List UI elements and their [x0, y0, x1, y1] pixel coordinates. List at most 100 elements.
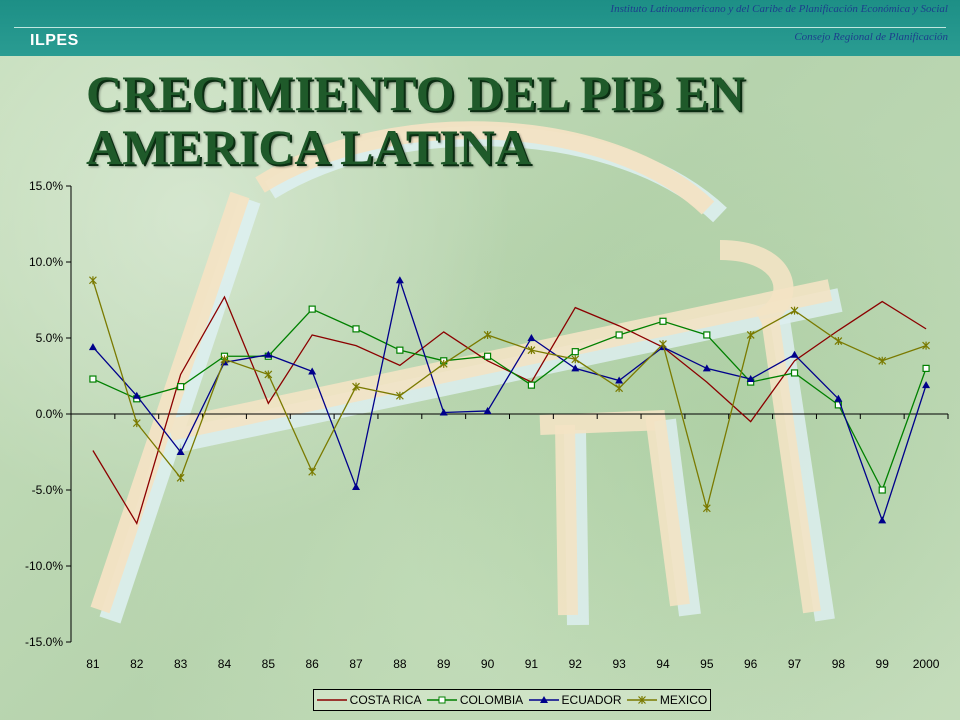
y-tick-label: 15.0%: [29, 179, 63, 193]
x-tick-label: 92: [569, 657, 583, 671]
colombia-point: [483, 352, 492, 360]
y-tick-label: -15.0%: [25, 635, 63, 649]
chart-legend: COSTA RICA COLOMBIA ECUADOR MEXICO: [313, 689, 711, 711]
mexico-point: [264, 370, 273, 379]
legend-item-ecuador: ECUADOR: [528, 693, 622, 707]
colombia-point: [659, 317, 667, 325]
legend-swatch-ecuador: [528, 696, 559, 703]
colombia-point: [790, 369, 799, 377]
x-tick-label: 88: [393, 657, 407, 671]
x-tick-label: 2000: [913, 657, 940, 671]
x-tick-label: 91: [525, 657, 539, 671]
colombia-point: [878, 486, 886, 494]
colombia-point: [834, 401, 842, 409]
colombia-point: [177, 383, 185, 391]
x-tick-label: 89: [437, 657, 451, 671]
mexico-point: [834, 337, 843, 346]
colombia-point: [396, 346, 404, 354]
mexico-point: [702, 504, 711, 513]
ecuador-point: [352, 482, 361, 490]
legend-swatch-costa-rica: [316, 699, 347, 701]
x-tick-label: 84: [218, 657, 232, 671]
legend-label-colombia: COLOMBIA: [459, 693, 524, 707]
ecuador-line: [92, 277, 927, 523]
x-tick-label: 83: [174, 657, 188, 671]
ilpes-logo: ILPES: [30, 32, 79, 49]
mexico-point: [132, 419, 141, 428]
ecuador-point: [439, 408, 448, 416]
colombia-point: [308, 305, 316, 313]
ecuador-point: [702, 364, 711, 372]
y-tick-label: -5.0%: [32, 483, 64, 497]
y-tick-label: 5.0%: [36, 331, 64, 345]
ecuador-point: [176, 448, 185, 455]
colombia-point: [703, 331, 711, 339]
x-tick-label: 81: [86, 657, 100, 671]
y-tick-label: -10.0%: [25, 559, 63, 573]
legend-item-mexico: MEXICO: [626, 693, 708, 707]
mexico-point: [746, 330, 755, 339]
mexico-line: [92, 280, 927, 511]
legend-swatch-colombia: [426, 696, 457, 704]
legend-label-ecuador: ECUADOR: [561, 693, 622, 707]
ecuador-point: [790, 350, 799, 358]
mexico-point: [308, 467, 317, 476]
colombia-line: [92, 308, 927, 492]
header-bar: Instituto Latinoamericano y del Caribe d…: [0, 0, 960, 56]
mexico-point: [352, 382, 360, 391]
ecuador-point: [395, 276, 404, 284]
mexico-point: [220, 355, 229, 364]
mexico-point: [659, 340, 667, 349]
ecuador-point: [615, 376, 624, 384]
legend-label-mexico: MEXICO: [659, 693, 708, 707]
ecuador-point: [483, 406, 492, 414]
ecuador-point: [527, 334, 536, 341]
ecuador-point: [746, 375, 755, 383]
colombia-point: [527, 381, 536, 389]
x-tick-label: 93: [612, 657, 626, 671]
x-tick-label: 97: [788, 657, 802, 671]
x-tick-label: 99: [876, 657, 890, 671]
mexico-point: [395, 391, 404, 400]
colombia-point: [89, 375, 97, 383]
page-title: CRECIMIENTO DEL PIB EN AMERICA LATINA: [86, 66, 886, 174]
mexico-point: [878, 356, 887, 365]
ecuador-point: [264, 350, 273, 358]
ecuador-point: [132, 391, 141, 399]
legend-item-colombia: COLOMBIA: [426, 693, 524, 707]
council-name: Consejo Regional de Planificación: [794, 31, 948, 43]
x-tick-label: 85: [262, 657, 276, 671]
x-tick-label: 98: [832, 657, 846, 671]
legend-swatch-mexico: [626, 696, 657, 704]
ecuador-point: [922, 381, 931, 389]
ecuador-point: [88, 343, 97, 351]
mexico-point: [176, 473, 185, 482]
organization-name: Instituto Latinoamericano y del Caribe d…: [610, 3, 948, 15]
title-line-2: AMERICA LATINA: [86, 119, 531, 175]
ecuador-point: [308, 367, 317, 375]
mexico-point: [922, 341, 930, 350]
ecuador-point: [834, 394, 843, 402]
colombia-point: [571, 348, 579, 356]
ecuador-point: [878, 516, 887, 524]
colombia-point: [615, 331, 623, 339]
y-tick-label: 0.0%: [36, 407, 64, 421]
mexico-point: [615, 384, 624, 393]
colombia-point: [922, 364, 930, 372]
x-tick-label: 82: [130, 657, 144, 671]
x-tick-label: 86: [305, 657, 319, 671]
legend-item-costa-rica: COSTA RICA: [316, 693, 421, 707]
x-tick-label: 96: [744, 657, 758, 671]
x-tick-label: 94: [656, 657, 670, 671]
title-line-1: CRECIMIENTO DEL PIB EN: [86, 65, 745, 121]
colombia-point: [352, 325, 360, 333]
mexico-point: [527, 346, 536, 355]
mexico-point: [483, 330, 492, 339]
x-tick-label: 90: [481, 657, 495, 671]
header-divider: [14, 27, 946, 28]
mexico-point: [89, 276, 97, 285]
costa-rica-line: [92, 295, 927, 526]
x-tick-label: 87: [349, 657, 363, 671]
x-tick-label: 95: [700, 657, 714, 671]
mexico-point: [571, 355, 580, 364]
